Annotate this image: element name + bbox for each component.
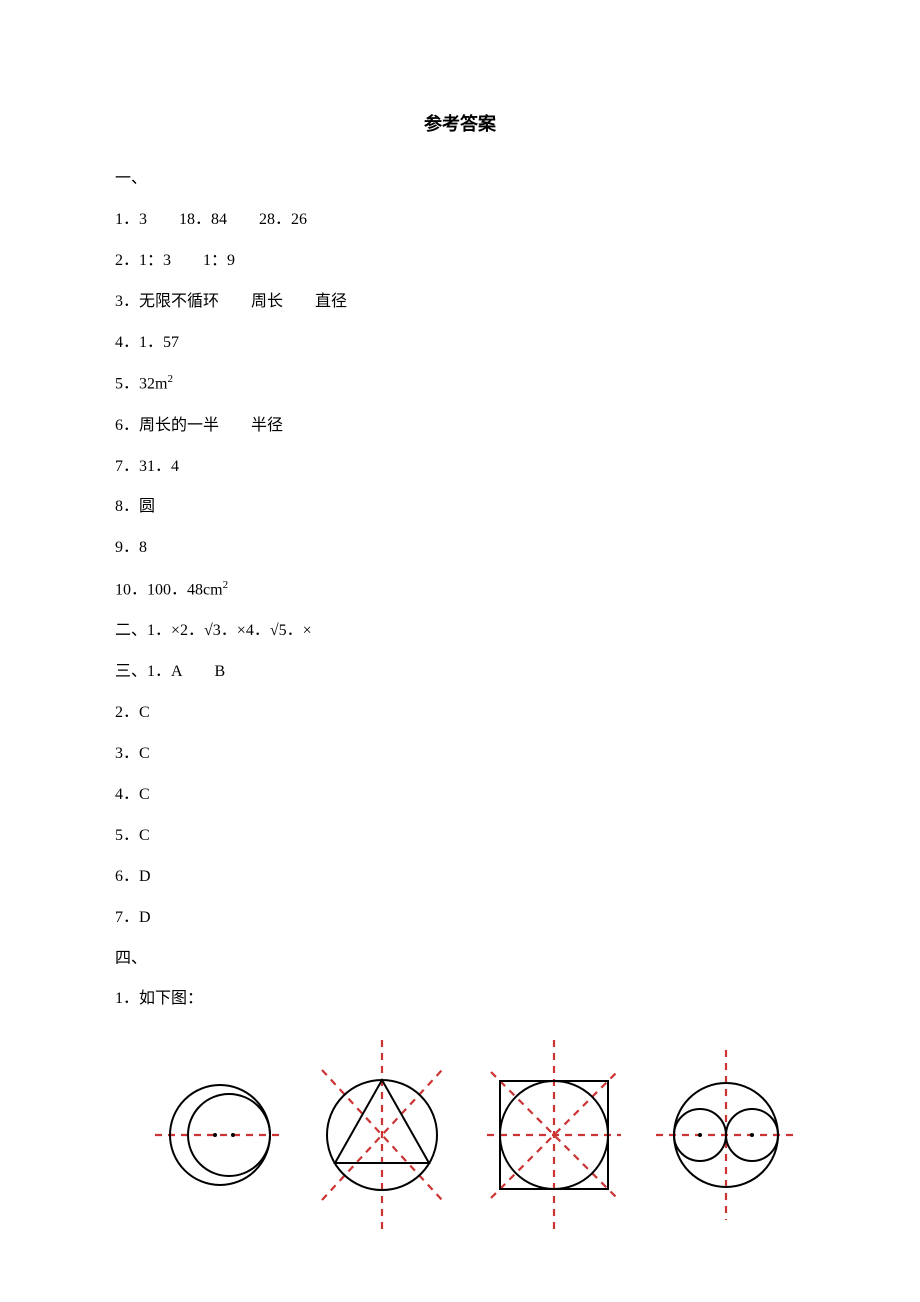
fig1-dot1 (213, 1133, 217, 1137)
section1-heading: 一、 (115, 168, 805, 190)
s1-q8: 8．圆 (115, 496, 805, 518)
section2: 二、1．×2．√3．×4．√5．× (115, 620, 805, 642)
s1-q6: 6．周长的一半 半径 (115, 415, 805, 437)
fig4-dot-right (750, 1133, 754, 1137)
figure-3 (479, 1035, 629, 1235)
s3-q6: 6．D (115, 866, 805, 888)
figure-1 (155, 1045, 285, 1225)
s1-q10-exp: 2 (223, 579, 229, 591)
s1-q3: 3．无限不循环 周长 直径 (115, 291, 805, 313)
s3-q3: 3．C (115, 743, 805, 765)
s1-q9: 9．8 (115, 537, 805, 559)
s1-q1: 1．3 18．84 28．26 (115, 209, 805, 231)
s3-q4: 4．C (115, 784, 805, 806)
s1-q2: 2．1：3 1：9 (115, 250, 805, 272)
section4-heading: 四、 (115, 948, 805, 970)
s1-q10: 10．100．48cm2 (115, 578, 805, 602)
s3-q5: 5．C (115, 825, 805, 847)
s1-q4: 4．1．57 (115, 332, 805, 354)
answer-page: 参考答案 一、 1．3 18．84 28．26 2．1：3 1：9 3．无限不循… (0, 0, 920, 1295)
s3-q2: 2．C (115, 702, 805, 724)
s3-q1: 三、1．A B (115, 661, 805, 683)
s4-q1: 1．如下图： (115, 988, 805, 1010)
fig1-dot2 (231, 1133, 235, 1137)
fig4-dot-left (698, 1133, 702, 1137)
s1-q5: 5．32m2 (115, 372, 805, 396)
page-title: 参考答案 (115, 110, 805, 136)
figure-2 (307, 1035, 457, 1235)
s3-q7: 7．D (115, 907, 805, 929)
s1-q10-prefix: 10．100．48cm (115, 582, 223, 599)
s1-q7: 7．31．4 (115, 456, 805, 478)
s1-q5-exp: 2 (167, 373, 173, 385)
figure-4 (651, 1045, 801, 1225)
figures-row (155, 1035, 805, 1235)
s1-q5-prefix: 5．32m (115, 376, 167, 393)
